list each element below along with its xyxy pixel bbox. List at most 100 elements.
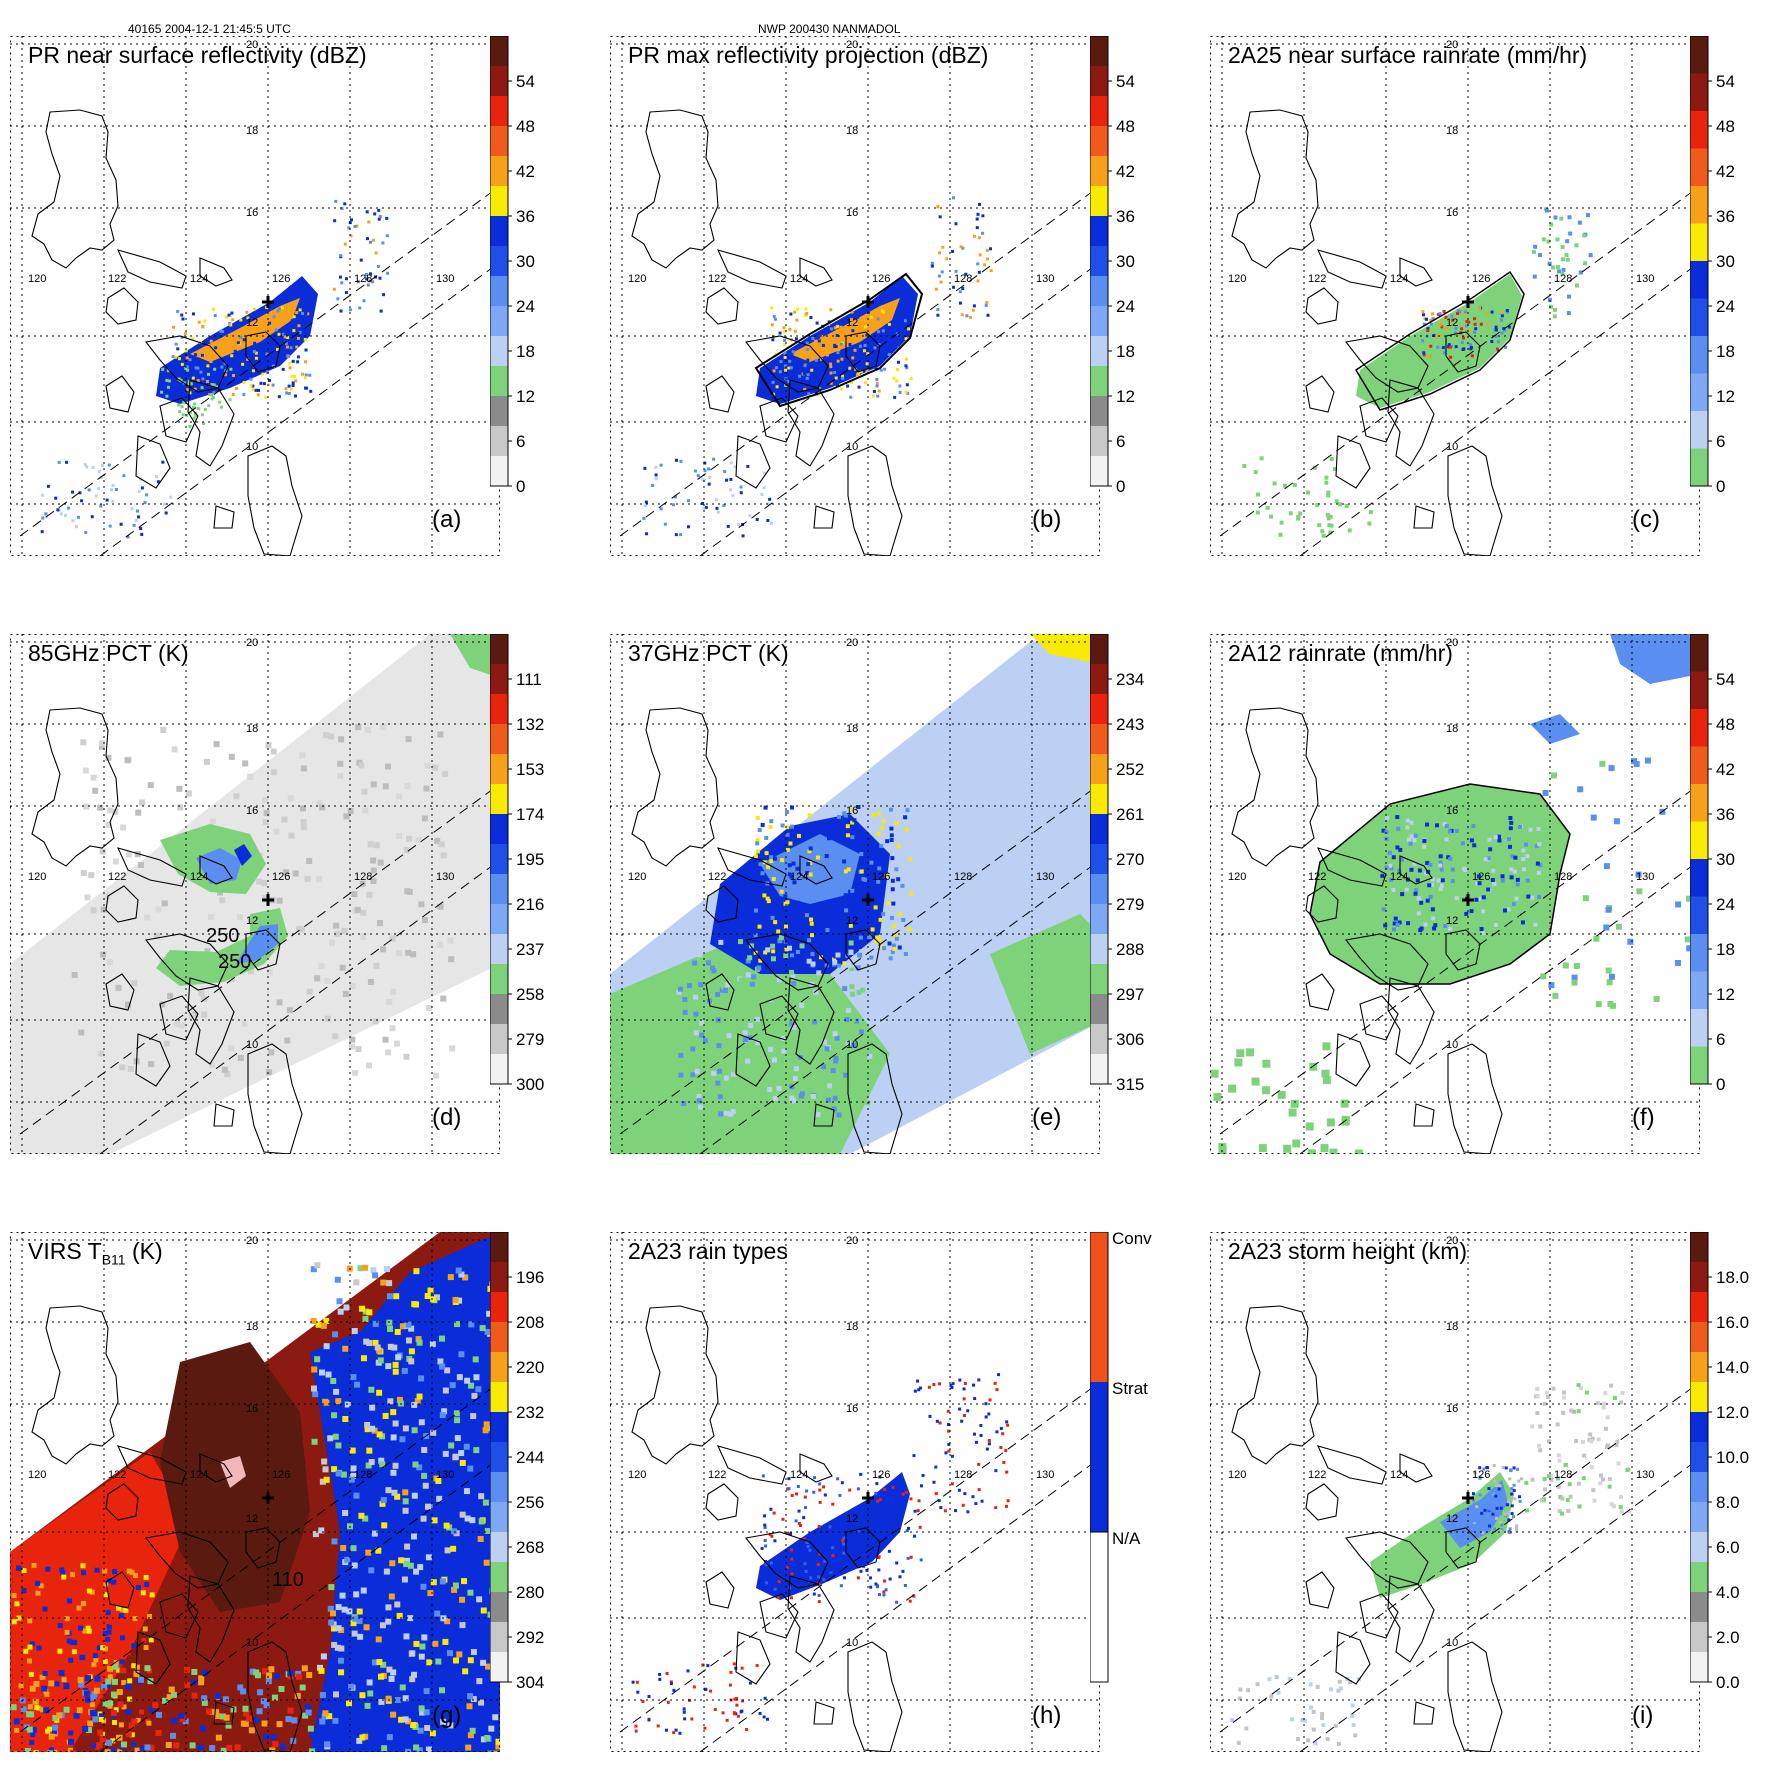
colorbar-tick-label: 30	[1716, 850, 1735, 869]
colorbar-tick-label: 208	[516, 1313, 544, 1332]
lon-label-120: 120	[28, 1469, 46, 1481]
colorbar-tick-label: 42	[516, 162, 535, 181]
lon-label-122: 122	[108, 273, 126, 285]
colorbar-tick-label: 279	[1116, 895, 1144, 914]
lon-label-128: 128	[1554, 273, 1572, 285]
colorbar-tick-label: 8.0	[1716, 1493, 1740, 1512]
colorbar-tick-label: 54	[1716, 670, 1735, 689]
lat-label-18: 18	[1446, 1321, 1458, 1333]
lon-label-124: 124	[1390, 871, 1408, 883]
colorbar-tick-label: 0	[1116, 477, 1125, 496]
colorbar-tick-label: 54	[516, 72, 535, 91]
colorbar-tick-label: 0	[516, 477, 525, 496]
colorbar-tick-label: 232	[516, 1403, 544, 1422]
colorbar-tick-label: 268	[516, 1538, 544, 1557]
colorbar-tick-label: 153	[516, 760, 544, 779]
colorbar-tick-label: 237	[516, 940, 544, 959]
field-region	[1530, 714, 1580, 744]
panel-letter-label: (i)	[1632, 1702, 1653, 1730]
colorbar-tick-label: 48	[1716, 715, 1735, 734]
lat-label-16: 16	[1446, 1403, 1458, 1415]
lon-label-124: 124	[190, 1469, 208, 1481]
lon-label-126: 126	[272, 1469, 290, 1481]
colorbar-tick-label: 261	[1116, 805, 1144, 824]
lon-label-124: 124	[790, 273, 808, 285]
colorbar-tick-label: 48	[516, 117, 535, 136]
lon-label-126: 126	[272, 273, 290, 285]
lon-label-120: 120	[1228, 273, 1246, 285]
panel-title-subscript: B11	[102, 1252, 126, 1268]
lat-label-18: 18	[846, 723, 858, 735]
lon-label-122: 122	[1308, 1469, 1326, 1481]
colorbar-tick-label: 288	[1116, 940, 1144, 959]
panel-letter-label: (g)	[432, 1702, 461, 1730]
lon-label-130: 130	[436, 871, 454, 883]
data-field	[1230, 1383, 1631, 1746]
lon-label-124: 124	[190, 871, 208, 883]
lon-label-120: 120	[628, 871, 646, 883]
panel-title: 2A12 rainrate (mm/hr)	[1228, 640, 1453, 667]
panel-title: VIRS TB11 (K)	[28, 1238, 163, 1268]
colorbar-tick-label: 270	[1116, 850, 1144, 869]
panel-title: 2A25 near surface rainrate (mm/hr)	[1228, 42, 1587, 69]
lat-label-16: 16	[1446, 805, 1458, 817]
contour-label: 250	[206, 925, 239, 947]
lon-label-126: 126	[1472, 871, 1490, 883]
lon-label-128: 128	[954, 273, 972, 285]
colorbar-tick-label: 12.0	[1716, 1403, 1749, 1422]
lon-label-126: 126	[1472, 273, 1490, 285]
colorbar-tick-label: 24	[516, 297, 535, 316]
colorbar-tick-label: 132	[516, 715, 544, 734]
lon-label-130: 130	[1036, 871, 1054, 883]
colorbar-tick-label: 0.0	[1716, 1673, 1740, 1692]
lon-label-124: 124	[790, 871, 808, 883]
lat-label-12: 12	[1446, 915, 1458, 927]
lat-label-16: 16	[246, 207, 258, 219]
lat-label-16: 16	[1446, 207, 1458, 219]
lon-label-128: 128	[954, 1469, 972, 1481]
panel-title-unit: (K)	[126, 1238, 163, 1264]
lon-label-130: 130	[1036, 273, 1054, 285]
lon-label-130: 130	[436, 273, 454, 285]
lat-label-20: 20	[246, 637, 258, 649]
lon-label-122: 122	[1308, 871, 1326, 883]
lat-label-20: 20	[846, 637, 858, 649]
colorbar-tick-label: 4.0	[1716, 1583, 1740, 1602]
colorbar-tick-label: 244	[516, 1448, 544, 1467]
data-field	[610, 634, 1100, 1154]
lon-label-130: 130	[1636, 871, 1654, 883]
colorbar-tick-label: 14.0	[1716, 1358, 1749, 1377]
coastline	[632, 1306, 902, 1752]
colorbar-tick-label: 6	[1716, 432, 1725, 451]
lon-label-128: 128	[354, 273, 372, 285]
panel-title: PR near surface reflectivity (dBZ)	[28, 42, 367, 69]
lat-label-12: 12	[246, 915, 258, 927]
colorbar-tick-label: 24	[1716, 297, 1735, 316]
colorbar-tick-label: 36	[1716, 207, 1735, 226]
colorbar-tick-label: 6	[1716, 1030, 1725, 1049]
coastline	[1232, 110, 1502, 556]
colorbar-tick-label: 24	[1116, 297, 1135, 316]
lon-label-124: 124	[190, 273, 208, 285]
colorbar-tick-label: 18.0	[1716, 1268, 1749, 1287]
lat-label-12: 12	[246, 317, 258, 329]
panel-title-main: VIRS T	[28, 1238, 102, 1264]
lon-label-120: 120	[628, 1469, 646, 1481]
colorbar-label: N/A	[1112, 1529, 1141, 1548]
lat-label-12: 12	[846, 915, 858, 927]
colorbar-tick-label: 279	[516, 1030, 544, 1049]
lon-label-128: 128	[1554, 871, 1572, 883]
